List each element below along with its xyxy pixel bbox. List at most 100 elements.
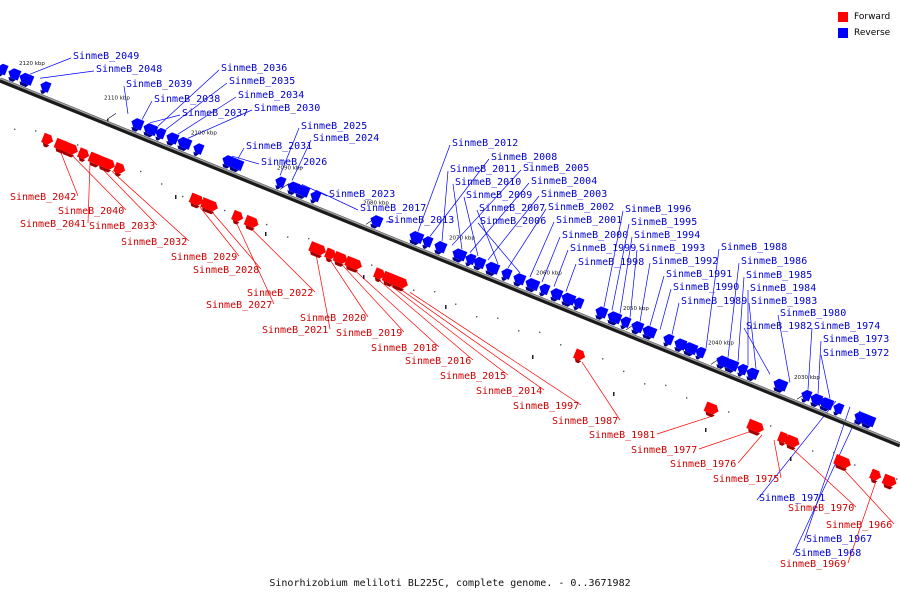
reverse-swatch	[838, 28, 848, 38]
reverse-gene-arrow	[485, 261, 501, 277]
track-dot	[35, 130, 37, 132]
forward-gene-label: SinmeB_2022	[247, 288, 313, 299]
reverse-gene-label: SinmeB_2037	[182, 108, 248, 119]
backbone-highlight	[0, 77, 900, 445]
reverse-gene-label: SinmeB_2001	[556, 215, 622, 226]
reverse-gene-arrow	[801, 389, 813, 403]
reverse-gene-label: SinmeB_1988	[721, 242, 787, 253]
forward-gene-arrow	[784, 434, 800, 451]
reverse-gene-label: SinmeB_2036	[221, 63, 287, 74]
track-dot	[371, 264, 373, 266]
tick-label: 2070 kbp	[449, 235, 475, 241]
reverse-gene-label: SinmeB_1992	[652, 256, 718, 267]
forward-gene-arrow	[881, 473, 897, 490]
track-dot	[203, 197, 205, 199]
reverse-gene-arrow	[561, 292, 577, 307]
reverse-gene-label: SinmeB_1983	[751, 296, 817, 307]
reverse-label-leader	[429, 158, 490, 237]
reverse-gene-arrow	[434, 241, 448, 255]
reverse-label-leader	[820, 354, 831, 399]
reverse-gene-arrow	[310, 190, 322, 204]
forward-gene-label: SinmeB_1976	[670, 459, 736, 470]
forward-gene-label: SinmeB_2019	[336, 328, 402, 339]
forward-gene-arrow	[746, 418, 764, 436]
reverse-gene-label: SinmeB_2023	[329, 189, 395, 200]
reverse-gene-arrow	[642, 325, 658, 340]
reverse-gene-label: SinmeB_2006	[480, 216, 546, 227]
reverse-label-leader	[476, 209, 499, 265]
reverse-label-leader	[777, 314, 791, 383]
track-dot	[182, 195, 184, 198]
track-dot	[728, 411, 730, 413]
track-dot	[161, 183, 163, 185]
reverse-gene-label: SinmeB_1989	[681, 296, 747, 307]
track-dot	[854, 464, 856, 466]
reverse-gene-label: SinmeB_2005	[523, 163, 589, 174]
reverse-gene-arrow	[452, 248, 468, 263]
track-dot	[812, 450, 814, 452]
reverse-label-leader	[619, 236, 633, 314]
reverse-label-leader	[529, 221, 555, 278]
reverse-gene-arrow	[810, 393, 824, 408]
reverse-label-leader	[231, 155, 260, 165]
forward-gene-arrow	[703, 401, 719, 418]
reverse-gene-arrow	[695, 346, 707, 360]
track-dot	[602, 358, 604, 360]
forward-label-leader	[315, 254, 331, 330]
forward-gene-label: SinmeB_1977	[631, 445, 697, 456]
forward-gene-arrow	[97, 155, 115, 173]
reverse-gene-arrow	[19, 72, 35, 88]
forward-gene-arrow	[344, 255, 362, 273]
reverse-label-leader	[748, 302, 757, 369]
tick-label: 2120 kbp	[19, 61, 45, 67]
forward-gene-label: SinmeB_2033	[89, 221, 155, 232]
reverse-gene-label: SinmeB_2030	[254, 103, 320, 114]
track-dash	[613, 392, 615, 396]
reverse-gene-label: SinmeB_1973	[823, 334, 889, 345]
tick-label: 2090 kbp	[277, 166, 303, 172]
legend-reverse-label: Reverse	[854, 28, 891, 38]
track-dot	[833, 451, 835, 454]
forward-gene-label: SinmeB_1966	[826, 520, 892, 531]
forward-gene-arrow	[60, 140, 78, 158]
reverse-gene-label: SinmeB_2024	[313, 133, 379, 144]
reverse-gene-arrow	[513, 273, 527, 287]
reverse-label-leader	[237, 147, 245, 159]
forward-label-leader	[249, 227, 316, 293]
tick-label: 2080 kbp	[363, 200, 389, 206]
track-dot	[665, 384, 667, 387]
reverse-gene-arrow	[607, 311, 623, 326]
reverse-gene-label: SinmeB_1986	[741, 256, 807, 267]
reverse-label-leader	[315, 189, 359, 211]
tick-label: 2060 kbp	[536, 271, 562, 277]
track-dot	[455, 303, 457, 305]
reverse-gene-label: SinmeB_1984	[750, 283, 816, 294]
reverse-gene-arrow	[550, 288, 564, 302]
reverse-gene-label: SinmeB_2012	[452, 138, 518, 149]
gene-labels: SinmeB_2049 SinmeB_2048 SinmeB_2039 SinmeB_…	[10, 51, 892, 570]
forward-gene-label: SinmeB_1987	[552, 416, 618, 427]
forward-gene-arrow	[373, 267, 386, 283]
track-dot	[560, 344, 562, 346]
track-dash	[790, 457, 792, 461]
reverse-gene-arrow	[737, 363, 749, 377]
forward-gene-label: SinmeB_2020	[300, 313, 366, 324]
track-dash	[265, 232, 267, 236]
track-dot	[434, 291, 436, 293]
reverse-label-leader	[477, 222, 521, 274]
forward-gene-label: SinmeB_1975	[713, 474, 779, 485]
reverse-gene-label: SinmeB_2010	[455, 177, 521, 188]
reverse-label-leader	[301, 184, 328, 197]
reverse-gene-label: SinmeB_2011	[450, 164, 516, 175]
reverse-label-leader	[756, 400, 837, 501]
track-dot	[644, 383, 646, 385]
reverse-gene-label: SinmeB_2000	[562, 230, 628, 241]
track-dot	[770, 425, 772, 427]
forward-label-leader	[581, 361, 621, 421]
genome-caption: Sinorhizobium meliloti BL225C, complete …	[269, 578, 631, 589]
reverse-label-leader	[553, 249, 569, 287]
legend-forward: Forward	[838, 9, 890, 25]
forward-label-leader	[71, 154, 127, 211]
reverse-gene-arrow	[674, 338, 688, 352]
reverse-gene-label: SinmeB_2031	[246, 141, 312, 152]
